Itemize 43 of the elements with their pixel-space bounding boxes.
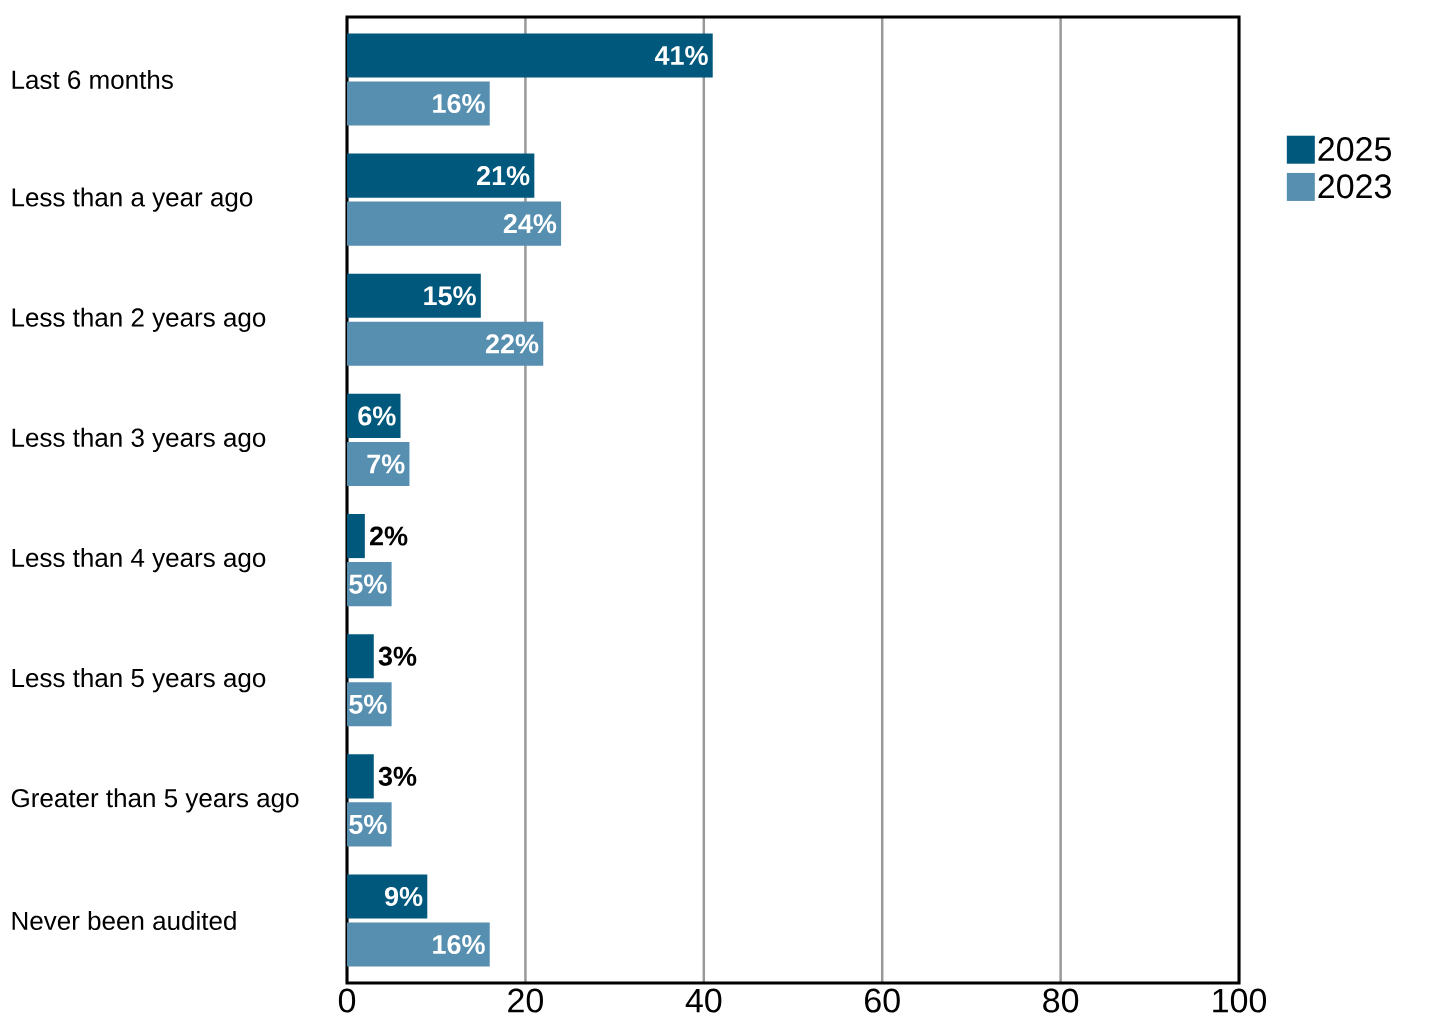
data-label: 16% bbox=[433, 935, 485, 955]
data-label: 41% bbox=[654, 45, 708, 65]
data-label: 21% bbox=[477, 166, 530, 186]
y-tick-label: Less than 4 years ago bbox=[12, 547, 266, 573]
data-label: 9% bbox=[385, 886, 423, 907]
bar bbox=[347, 922, 490, 967]
x-tick-label: 20 bbox=[508, 988, 543, 1013]
bar bbox=[347, 81, 490, 126]
legend-label: 2023 bbox=[1318, 174, 1391, 199]
bar bbox=[347, 153, 535, 198]
bar bbox=[347, 754, 374, 799]
y-tick-label: Less than 3 years ago bbox=[12, 427, 266, 453]
x-tick-label: 100 bbox=[1213, 988, 1267, 1013]
bar bbox=[347, 634, 374, 679]
data-label: 5% bbox=[349, 814, 387, 834]
y-tick-label: Never been audited bbox=[12, 910, 236, 931]
x-tick-label: 40 bbox=[685, 988, 722, 1013]
x-tick-label: 0 bbox=[338, 988, 356, 1013]
data-label: 3% bbox=[378, 766, 417, 786]
legend-label: 2025 bbox=[1318, 137, 1392, 162]
bar bbox=[347, 514, 365, 559]
bar bbox=[347, 273, 481, 318]
data-label: 24% bbox=[503, 214, 557, 234]
bar bbox=[347, 201, 562, 246]
bar bbox=[347, 874, 428, 919]
data-label: 22% bbox=[485, 334, 539, 354]
x-tick-label: 80 bbox=[1043, 988, 1079, 1013]
data-label: 7% bbox=[367, 454, 405, 474]
data-label: 3% bbox=[378, 646, 417, 666]
y-tick-label: Last 6 months bbox=[12, 69, 173, 90]
x-tick-label: 60 bbox=[865, 988, 900, 1013]
data-label: 5% bbox=[349, 694, 387, 714]
data-label: 6% bbox=[358, 406, 396, 426]
y-tick-label: Greater than 5 years ago bbox=[11, 788, 299, 813]
y-tick-label: Less than 2 years ago bbox=[12, 307, 266, 332]
data-label: 16% bbox=[433, 93, 485, 114]
data-label: 5% bbox=[349, 574, 387, 594]
bar bbox=[347, 33, 713, 78]
y-tick-label: Less than a year ago bbox=[12, 187, 253, 212]
bar bbox=[347, 321, 544, 366]
data-label: 15% bbox=[424, 286, 476, 306]
data-label: 2% bbox=[369, 526, 408, 546]
y-tick-label: Less than 5 years ago bbox=[12, 668, 266, 693]
